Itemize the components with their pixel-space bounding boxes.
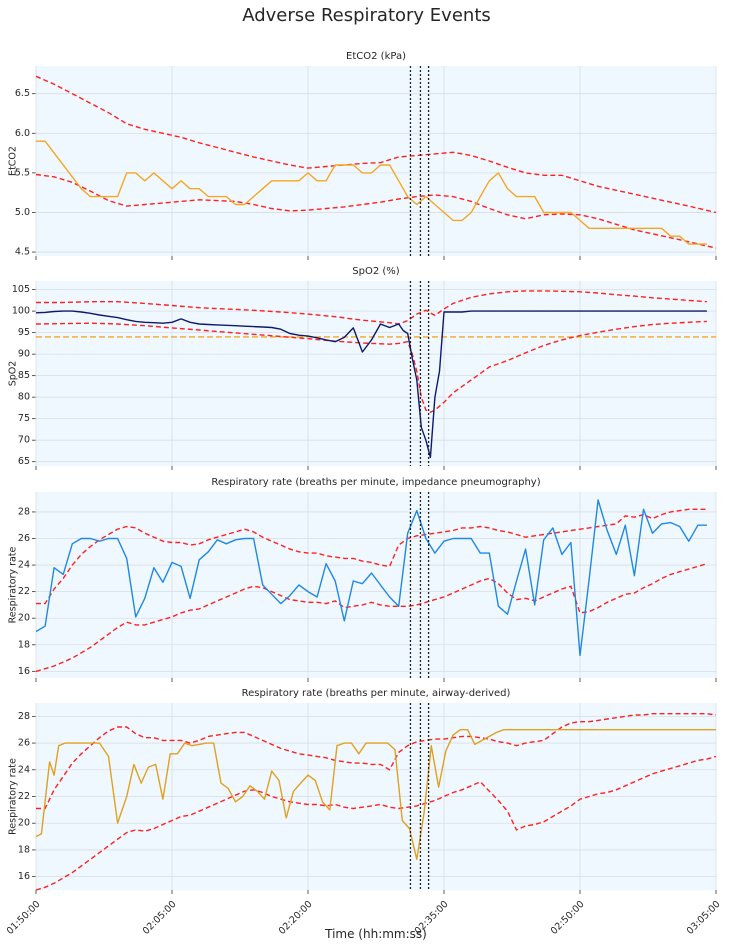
y-tick-label: 24 — [18, 560, 30, 571]
plot-background — [36, 66, 716, 256]
series-line — [35, 499, 707, 657]
y-tick-label: 85 — [18, 370, 30, 381]
y-tick-label: 20 — [18, 818, 30, 829]
y-tick-label: 105 — [12, 284, 30, 295]
series-line — [36, 140, 707, 245]
y-tick-label: 22 — [18, 791, 30, 802]
y-axis-label: EtCO2 — [8, 146, 19, 176]
y-tick-label: 26 — [18, 533, 30, 544]
y-tick-label: 70 — [18, 435, 30, 446]
x-tick-label: 02:20:00 — [277, 899, 315, 937]
plot-background — [36, 281, 716, 466]
y-tick-label: 26 — [18, 738, 30, 749]
subplot-etco2: 4.5 5.0 5.5 6.0 6.5 EtCO2 (kPa) EtCO2 — [8, 51, 717, 260]
y-tick-label: 18 — [18, 639, 30, 650]
subplot-title: Respiratory rate (breaths per minute, ai… — [242, 688, 511, 699]
y-tick-label: 65 — [18, 456, 30, 467]
y-tick-label: 75 — [18, 413, 30, 424]
subplot-rr-airway: 16 18 20 22 24 26 28 Respiratory rate (breaths … — [8, 688, 717, 894]
subplot-title: SpO2 (%) — [352, 266, 400, 277]
x-tick-label: 02:05:00 — [141, 899, 179, 937]
lower-band-line — [35, 173, 717, 249]
y-axis-label: Respiratory rate — [8, 546, 19, 623]
y-tick-label: 22 — [18, 586, 30, 597]
subplots: 4.5 5.0 5.5 6.0 6.5 EtCO2 (kPa) EtCO2 65 70 75 80 8… — [5, 51, 723, 937]
y-tick-label: 90 — [18, 349, 30, 360]
y-axis-label: Respiratory rate — [8, 758, 19, 835]
subplot-title: Respiratory rate (breaths per minute, im… — [211, 477, 540, 488]
y-axis-label: SpO2 — [8, 361, 19, 387]
subplot-title: EtCO2 (kPa) — [346, 51, 406, 62]
y-tick-label: 4.5 — [15, 247, 30, 258]
y-tick-label: 16 — [18, 666, 30, 677]
lower-band-line — [35, 755, 717, 891]
y-tick-label: 6.0 — [15, 128, 30, 139]
figure-title: Adverse Respiratory Events — [242, 5, 491, 26]
y-tick-label: 5.5 — [15, 167, 30, 178]
upper-band-line — [36, 713, 717, 810]
y-tick-label: 100 — [12, 306, 30, 317]
y-tick-label: 95 — [18, 327, 30, 338]
y-tick-label: 28 — [18, 506, 30, 517]
subplot-rr-impedance: 16 18 20 22 24 26 28 Respiratory rate (breaths … — [8, 477, 717, 682]
lower-band-line — [35, 320, 707, 413]
series-line — [35, 310, 707, 459]
y-tick-label: 24 — [18, 764, 30, 775]
y-tick-label: 80 — [18, 392, 30, 403]
y-tick-label: 28 — [18, 711, 30, 722]
subplot-spo2: 65 70 75 80 85 90 95 100 105 SpO2 (%) SpO2 — [8, 266, 717, 470]
lower-band-line — [35, 563, 708, 673]
x-tick-label: 01:50:00 — [5, 899, 43, 937]
x-axis-label: Time (hh:mm:ss) — [324, 927, 427, 941]
y-tick-label: 18 — [18, 844, 30, 855]
plot-background — [36, 492, 716, 678]
x-tick-label: 02:50:00 — [549, 899, 587, 937]
y-tick-label: 6.5 — [15, 88, 30, 99]
series-line — [35, 729, 716, 860]
y-tick-label: 16 — [18, 871, 30, 882]
y-tick-label: 5.0 — [15, 207, 30, 218]
y-tick-label: 20 — [18, 613, 30, 624]
upper-band-line — [35, 75, 717, 214]
x-tick-label: 03:05:00 — [685, 899, 723, 937]
upper-band-line — [36, 290, 707, 325]
